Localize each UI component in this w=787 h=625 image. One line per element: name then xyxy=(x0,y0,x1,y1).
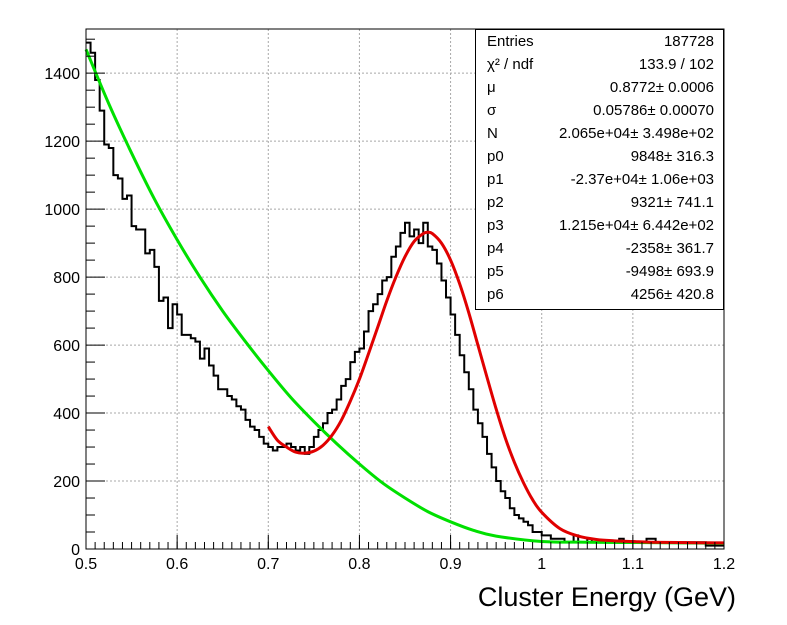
stats-row: p1 -2.37e+04± 1.06e+03 xyxy=(476,169,723,191)
stats-row: μ 0.8772± 0.0006 xyxy=(476,77,723,99)
stats-param-name: μ xyxy=(487,79,496,96)
x-tick-label: 0.5 xyxy=(75,556,97,573)
stats-param-name: p2 xyxy=(487,194,504,211)
x-tick-label: 1 xyxy=(537,556,546,573)
stats-param-value: -2.37e+04± 1.06e+03 xyxy=(570,171,714,188)
background-fit-curve xyxy=(84,48,725,545)
stats-param-value: 1.215e+04± 6.442e+02 xyxy=(558,217,714,234)
y-tick-label: 200 xyxy=(53,474,80,491)
stats-row: Entries 187728 xyxy=(476,31,723,53)
stats-param-value: 0.8772± 0.0006 xyxy=(609,79,714,96)
stats-param-name: p6 xyxy=(487,286,504,303)
stats-param-value: 133.9 / 102 xyxy=(638,56,714,73)
x-tick-label: 0.7 xyxy=(257,556,279,573)
stats-row: p2 9321± 741.1 xyxy=(476,192,723,214)
stats-param-name: p3 xyxy=(487,217,504,234)
y-tick-label: 1200 xyxy=(44,134,80,151)
x-tick-label: 0.9 xyxy=(439,556,461,573)
x-tick-label: 1.2 xyxy=(713,556,735,573)
x-axis-label: Cluster Energy (GeV) xyxy=(478,582,736,612)
total-fit-curve xyxy=(267,230,725,545)
stats-param-name: χ² / ndf xyxy=(487,56,534,73)
stats-param-value: 9321± 741.1 xyxy=(630,194,714,211)
stats-row: p0 9848± 316.3 xyxy=(476,146,723,168)
y-tick-label: 0 xyxy=(71,542,80,559)
y-tick-label: 600 xyxy=(53,338,80,355)
stats-param-value: 9848± 316.3 xyxy=(630,148,714,165)
x-tick-label: 0.8 xyxy=(348,556,370,573)
axes: 0.5 0.6 0.7 0.8 0.9 1 1.1 1.2 0 200 400 600 800 1000 1… xyxy=(44,38,735,573)
stats-row: N 2.065e+04± 3.498e+02 xyxy=(476,123,723,145)
stats-param-name: p4 xyxy=(487,240,504,257)
stats-param-value: 0.05786± 0.00070 xyxy=(593,102,714,119)
stats-param-value: 2.065e+04± 3.498e+02 xyxy=(558,125,714,142)
stats-param-name: σ xyxy=(487,102,497,119)
stats-row: σ 0.05786± 0.00070 xyxy=(476,100,723,122)
y-tick-label: 1400 xyxy=(44,66,80,83)
stats-param-value: 187728 xyxy=(663,33,714,50)
stats-param-name: p5 xyxy=(487,263,504,280)
y-tick-label: 400 xyxy=(53,406,80,423)
stats-row: p3 1.215e+04± 6.442e+02 xyxy=(476,215,723,237)
stats-param-name: p0 xyxy=(487,148,504,165)
stats-box: Entries 187728 χ² / ndf 133.9 / 102 μ 0.8772±… xyxy=(475,29,724,310)
stats-param-value: -9498± 693.9 xyxy=(625,263,714,280)
stats-row: p4 -2358± 361.7 xyxy=(476,238,723,260)
stats-row: χ² / ndf 133.9 / 102 xyxy=(476,54,723,76)
stats-param-value: -2358± 361.7 xyxy=(625,240,714,257)
stats-param-value: 4256± 420.8 xyxy=(630,286,714,303)
x-tick-label: 0.6 xyxy=(166,556,188,573)
stats-param-name: p1 xyxy=(487,171,504,188)
y-tick-label: 1000 xyxy=(44,202,80,219)
stats-param-name: Entries xyxy=(487,33,534,50)
y-tick-label: 800 xyxy=(53,270,80,287)
x-tick-label: 1.1 xyxy=(622,556,644,573)
fit-curves xyxy=(84,48,725,545)
stats-param-name: N xyxy=(487,125,498,142)
stats-row: p6 4256± 420.8 xyxy=(476,284,723,306)
stats-row: p5 -9498± 693.9 xyxy=(476,261,723,283)
